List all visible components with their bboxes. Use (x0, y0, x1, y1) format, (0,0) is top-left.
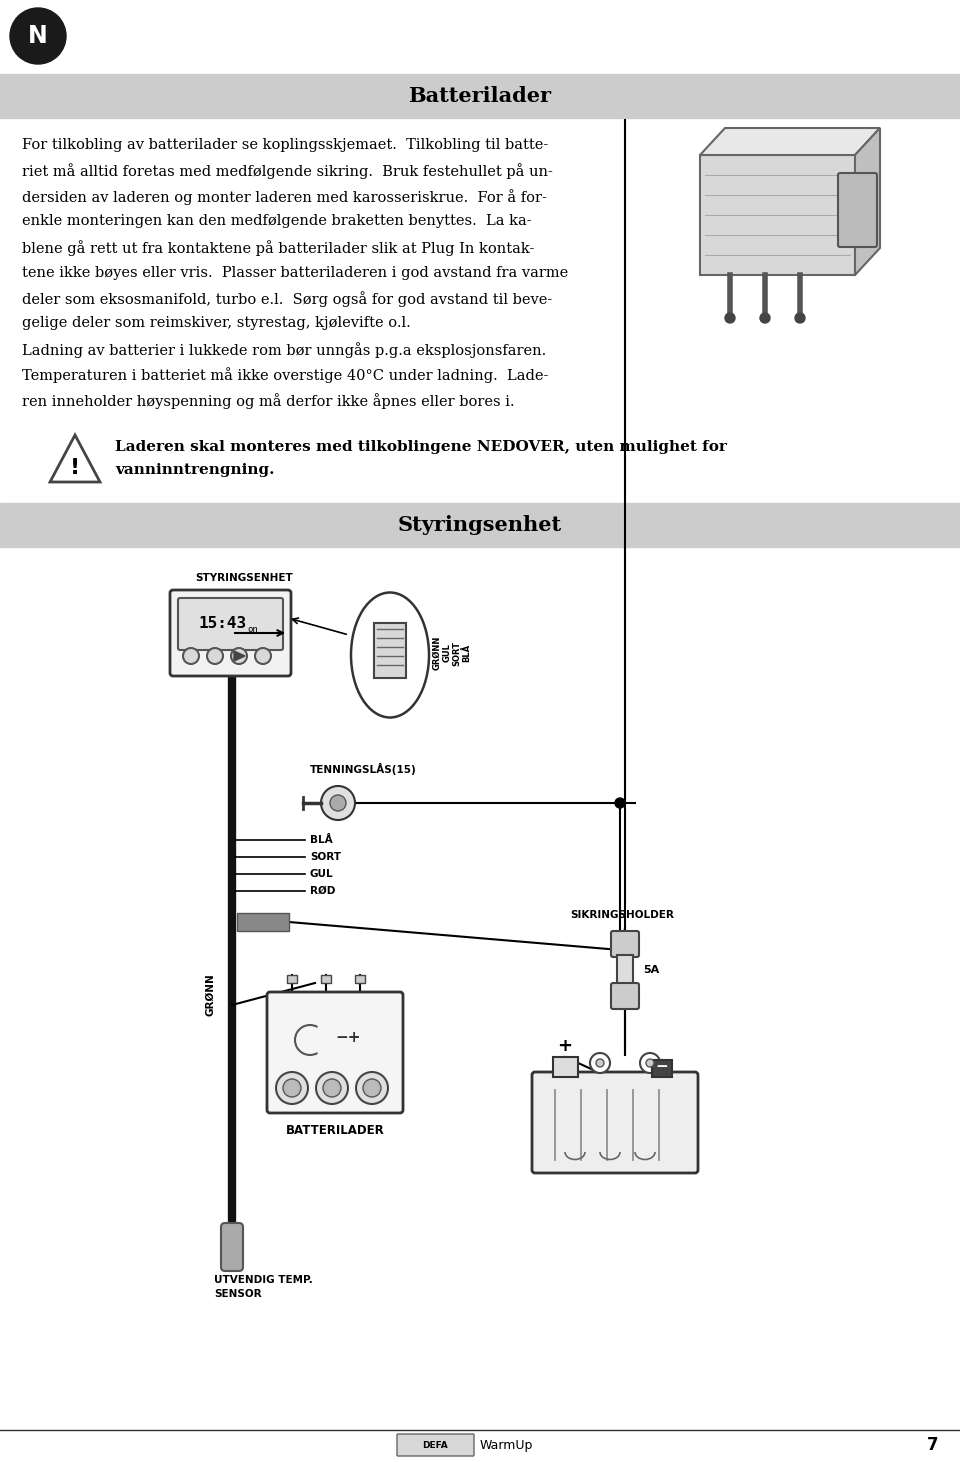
Text: tene ikke bøyes eller vris.  Plasser batteriladeren i god avstand fra varme: tene ikke bøyes eller vris. Plasser batt… (22, 266, 568, 279)
Text: GUL: GUL (310, 868, 334, 879)
FancyBboxPatch shape (611, 982, 639, 1009)
Text: Laderen skal monteres med tilkoblingene NEDOVER, uten mulighet for: Laderen skal monteres med tilkoblingene … (115, 440, 727, 455)
Circle shape (231, 648, 247, 664)
Circle shape (725, 313, 735, 323)
Circle shape (646, 1058, 654, 1067)
Text: −: − (656, 1058, 668, 1075)
Polygon shape (234, 651, 245, 661)
Text: TENNINGSLÅS(15): TENNINGSLÅS(15) (310, 763, 417, 775)
Text: 7: 7 (926, 1436, 938, 1455)
Circle shape (640, 1053, 660, 1073)
Bar (0, 75, 960, 118)
Text: Temperaturen i batteriet må ikke overstige 40°C under ladning.  Lade-: Temperaturen i batteriet må ikke oversti… (22, 367, 548, 383)
FancyBboxPatch shape (700, 155, 855, 275)
Bar (237, 912, 289, 931)
Text: dersiden av laderen og monter laderen med karosseriskrue.  For å for-: dersiden av laderen og monter laderen me… (22, 189, 547, 205)
Polygon shape (855, 129, 880, 275)
Text: BATTERILADER: BATTERILADER (286, 1124, 384, 1137)
Text: Batterilader: Batterilader (409, 86, 551, 107)
FancyBboxPatch shape (838, 173, 877, 247)
FancyBboxPatch shape (532, 1072, 698, 1173)
Text: DEFA: DEFA (422, 1440, 448, 1449)
Circle shape (276, 1072, 308, 1104)
Text: riet må alltid foretas med medfølgende sikring.  Bruk festehullet på un-: riet må alltid foretas med medfølgende s… (22, 164, 553, 180)
Text: BLÅ: BLÅ (310, 835, 333, 845)
Polygon shape (50, 436, 100, 482)
Text: BLÅ: BLÅ (463, 643, 471, 662)
FancyBboxPatch shape (611, 931, 639, 958)
Circle shape (760, 313, 770, 323)
Text: on: on (248, 626, 258, 635)
Circle shape (323, 1079, 341, 1096)
Text: N: N (28, 23, 48, 48)
Text: +: + (558, 1037, 572, 1056)
Text: For tilkobling av batterilader se koplingsskjemaet.  Tilkobling til batte-: For tilkobling av batterilader se koplin… (22, 137, 548, 152)
FancyBboxPatch shape (267, 993, 403, 1113)
Text: enkle monteringen kan den medfølgende braketten benyttes.  La ka-: enkle monteringen kan den medfølgende br… (22, 215, 532, 228)
Circle shape (255, 648, 271, 664)
Circle shape (321, 787, 355, 820)
Text: RØD: RØD (422, 643, 431, 664)
Text: UTVENDIG TEMP.: UTVENDIG TEMP. (214, 1275, 313, 1285)
Text: −+: −+ (335, 1029, 361, 1044)
Bar (553, 1057, 578, 1077)
Circle shape (10, 7, 66, 64)
Text: ren inneholder høyspenning og må derfor ikke åpnes eller bores i.: ren inneholder høyspenning og må derfor … (22, 393, 515, 409)
Text: gelige deler som reimskiver, styrestag, kjølevifte o.l.: gelige deler som reimskiver, styrestag, … (22, 316, 411, 330)
Text: RØD: RØD (310, 886, 335, 896)
Bar (617, 955, 633, 985)
Circle shape (363, 1079, 381, 1096)
Bar (374, 623, 406, 677)
Text: SORT: SORT (310, 852, 341, 863)
FancyBboxPatch shape (221, 1224, 243, 1270)
Text: GRØNN: GRØNN (433, 636, 442, 670)
Circle shape (207, 648, 223, 664)
Circle shape (596, 1058, 604, 1067)
Text: 15:43: 15:43 (199, 617, 247, 632)
Text: GUL: GUL (443, 643, 451, 662)
Circle shape (183, 648, 199, 664)
Circle shape (795, 313, 805, 323)
Bar (321, 975, 331, 982)
Text: Ladning av batterier i lukkede rom bør unngås p.g.a eksplosjonsfaren.: Ladning av batterier i lukkede rom bør u… (22, 342, 546, 358)
Text: 5A: 5A (643, 965, 660, 975)
Circle shape (330, 795, 346, 811)
Text: Styringsenhet: Styringsenhet (398, 515, 562, 535)
Text: blene gå rett ut fra kontaktene på batterilader slik at Plug In kontak-: blene gå rett ut fra kontaktene på batte… (22, 240, 535, 256)
Ellipse shape (351, 592, 429, 718)
Text: SORT: SORT (452, 640, 462, 665)
Text: !: ! (70, 458, 80, 478)
Text: SIKRINGSHOLDER: SIKRINGSHOLDER (570, 909, 674, 920)
Circle shape (615, 798, 625, 808)
Bar (287, 975, 297, 982)
FancyBboxPatch shape (170, 591, 291, 675)
Bar (652, 1060, 672, 1077)
Polygon shape (700, 129, 880, 155)
FancyBboxPatch shape (397, 1434, 474, 1456)
Bar (355, 975, 365, 982)
Text: SENSOR: SENSOR (214, 1289, 262, 1300)
Text: deler som eksosmanifold, turbo e.l.  Sørg også for god avstand til beve-: deler som eksosmanifold, turbo e.l. Sørg… (22, 291, 552, 307)
Text: WarmUp: WarmUp (480, 1439, 534, 1452)
Circle shape (356, 1072, 388, 1104)
Bar (0, 503, 960, 547)
Text: vanninntrengning.: vanninntrengning. (115, 463, 275, 477)
FancyBboxPatch shape (178, 598, 283, 651)
Circle shape (590, 1053, 610, 1073)
Text: GRØNN: GRØNN (205, 974, 215, 1016)
Circle shape (283, 1079, 301, 1096)
Text: STYRINGSENHET: STYRINGSENHET (195, 573, 293, 583)
Circle shape (316, 1072, 348, 1104)
